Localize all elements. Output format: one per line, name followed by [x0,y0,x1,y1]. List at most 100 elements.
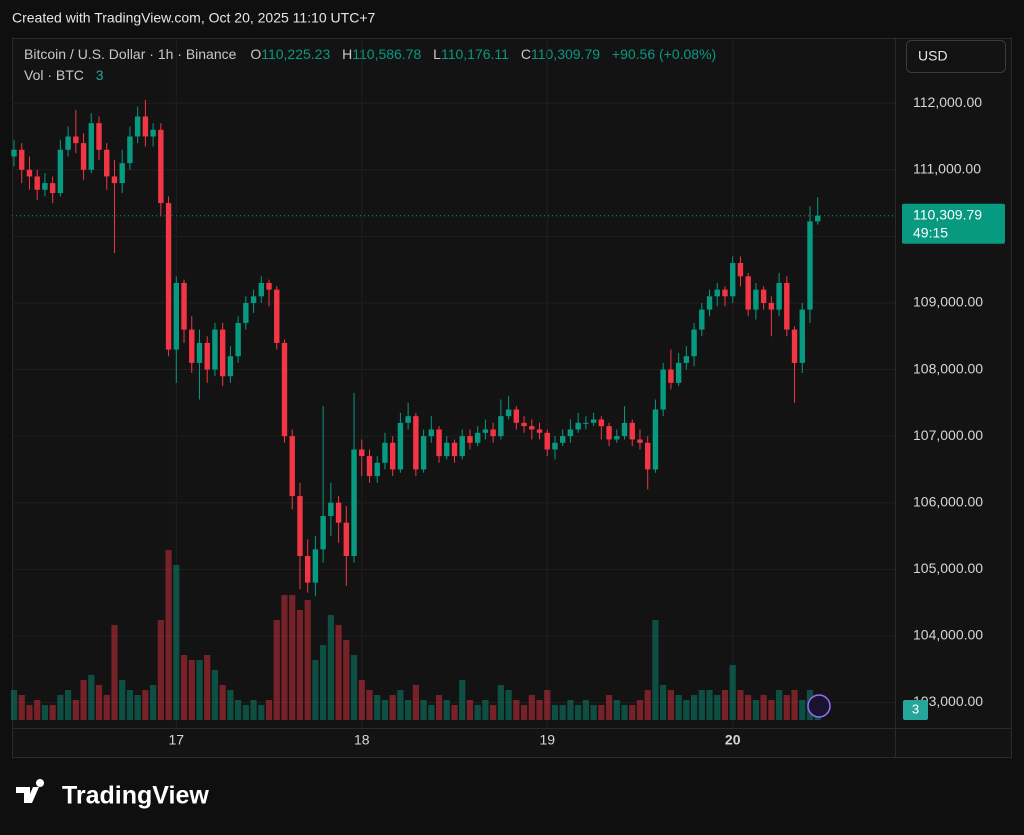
volume-bar [536,700,543,720]
volume-bar [289,595,296,720]
candle-body [127,136,133,164]
volume-bar [474,705,481,720]
volume-bar [343,640,350,720]
volume-bar [412,685,419,720]
volume-bar [80,680,87,720]
volume-bar [374,695,381,720]
candle-body [590,419,597,423]
candle-body [26,169,33,177]
volume-bar [327,615,334,720]
candle-body [675,362,682,383]
candle-body [490,429,496,437]
volume-bar [505,690,512,720]
volume-bar [729,665,736,720]
volume-bar [721,690,729,720]
volume-value: 3 [96,67,104,83]
candle-body [34,176,40,190]
candle-body [660,369,666,410]
volume-bar [598,705,605,720]
y-tick-label: 109,000.00 [913,294,983,310]
candle-body [459,436,465,457]
volume-bar [667,690,674,720]
volume-bar [381,700,389,720]
candle-body [297,496,303,556]
volume-bar [683,700,690,720]
candle-body [614,436,620,440]
candle-body [181,282,187,330]
volume-bar [737,690,744,720]
x-tick-label: 18 [354,732,370,748]
volume-bar [366,690,373,720]
volume-bar [227,690,234,720]
candle-body [482,429,489,433]
symbol-title: Bitcoin / U.S. Dollar · 1h · Binance [24,46,237,62]
volume-bar [88,675,95,720]
candle-body [567,429,574,437]
candle-body [776,282,782,310]
candle-body [111,176,118,184]
volume-bar [358,680,365,720]
volume-bar [528,695,535,720]
candle-body [196,342,203,363]
volume-bar [57,695,64,720]
candle-body [158,129,164,204]
currency-button[interactable] [906,40,1006,73]
candle-body [80,143,87,170]
volume-bar [768,700,775,720]
volume-bar [451,705,458,720]
ohlc-value: 110,309.79 [531,46,600,62]
volume-bar [605,695,613,720]
candle-body [65,136,71,150]
candle-body [150,129,156,137]
volume-bar [126,690,134,720]
volume-bar [204,655,211,720]
candle-body [513,409,520,423]
volume-bar [397,690,404,720]
candle-body [428,429,435,437]
volume-bar [405,700,412,720]
volume-bar [575,705,582,720]
candle-body [498,416,504,437]
candle-body [173,282,180,350]
ohlc-value: 110,176.11 [441,46,509,62]
volume-bar [714,695,721,720]
candle-body [165,203,172,350]
volume-bar [119,680,126,720]
candle-body [328,502,334,517]
volume-title: Vol · BTC [24,67,84,83]
candle-body [49,183,56,194]
volume-bar [335,625,342,720]
currency-label: USD [918,48,948,64]
volume-bar [150,685,157,720]
candle-body [529,426,535,430]
candle-body [536,429,543,433]
volume-bar [613,700,620,720]
volume-bar [49,705,56,720]
x-tick-label: 20 [725,732,741,748]
ohlc-value: 110,586.78 [352,46,421,62]
legend-line: Bitcoin / U.S. Dollar · 1h · Binance O11… [24,46,716,62]
volume-bar [258,705,265,720]
candle-body [815,215,821,222]
volume-bar [799,700,806,720]
volume-bar [188,660,195,720]
candle-body [451,442,458,457]
ohlc-letter: C [521,46,531,62]
volume-bar [173,565,180,720]
candle-body [544,432,550,450]
volume-bar [590,705,597,720]
volume-bar [435,695,443,720]
volume-bar [675,695,682,720]
candle-body [436,429,442,457]
volume-bar [26,705,33,720]
header-title: Created with TradingView.com, Oct 20, 20… [12,10,376,26]
candle-body [11,149,17,157]
candle-body [768,302,775,310]
candle-body [119,163,125,184]
candle-body [266,282,272,290]
candle-body [559,436,566,443]
volume-bar [644,690,651,720]
candle-body [366,456,373,477]
candle-body [104,149,110,177]
